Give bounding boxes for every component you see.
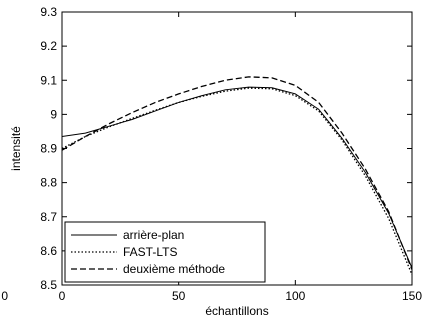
x-tick-label: 0 [59,289,66,303]
series-line-dashed [62,76,412,270]
y-tick-label: 8.8 [40,176,57,190]
legend-entry: FAST-LTS [123,245,177,259]
y-tick-label: 9.1 [40,73,57,87]
y-tick-label: 8.7 [40,210,57,224]
legend-box [64,221,266,283]
y-tick-label: 9.3 [40,5,57,19]
y-axis-label: intensité [9,126,23,171]
stray-tick-label: 0 [1,289,8,303]
series-line-dotted [62,87,412,276]
y-tick-label: 9 [50,107,57,121]
x-tick-label: 50 [172,289,186,303]
y-tick-label: 9.2 [40,39,57,53]
legend-entry: arrière-plan [123,228,184,242]
legend: arrière-plan FAST-LTS deuxième méthode [64,221,266,283]
legend-entry: deuxième méthode [123,262,225,276]
y-tick-label: 8.6 [40,244,57,258]
x-tick-label: 100 [285,289,305,303]
plot-area: 0 50 100 150 8.5 8.6 8.7 8.8 8.9 9 9.1 9.2 9.3 arrièr… [40,5,422,303]
x-axis-label: échantillons [205,304,268,318]
y-tick-label: 8.9 [40,142,57,156]
x-tick-label: 150 [402,289,422,303]
y-tick-label: 8.5 [40,278,57,292]
